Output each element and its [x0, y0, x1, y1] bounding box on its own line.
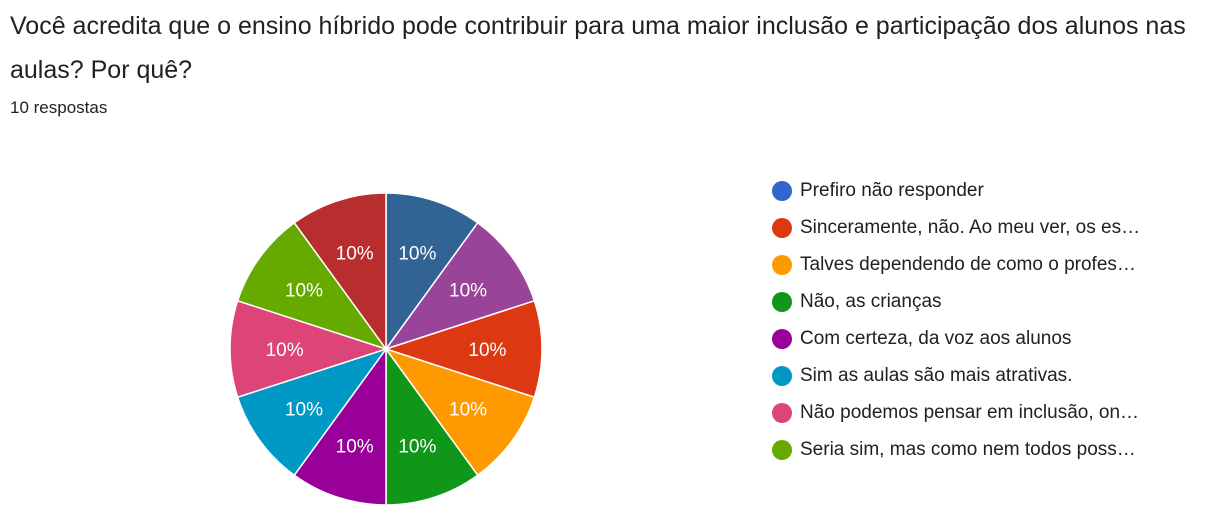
- question-title: Você acredita que o ensino híbrido pode …: [10, 12, 1186, 84]
- pie-slice[interactable]: [236, 221, 388, 351]
- pie-slice[interactable]: [236, 347, 388, 477]
- legend-label: Sim as aulas são mais atrativas.: [800, 365, 1073, 386]
- legend-label: Sinceramente, não. Ao meu ver, os es…: [800, 217, 1141, 238]
- slice-percent-label: 10%: [336, 244, 374, 265]
- legend-swatch-icon: [772, 292, 792, 312]
- legend-item[interactable]: Prefiro não responder: [772, 176, 1140, 206]
- legend-item[interactable]: Talves dependendo de como o profes…: [772, 250, 1140, 280]
- pie-slice[interactable]: [229, 299, 389, 399]
- slice-percent-label: 10%: [285, 280, 323, 301]
- legend-swatch-icon: [772, 181, 792, 201]
- legend-label: Talves dependendo de como o profes…: [800, 254, 1136, 275]
- legend-label: Com certeza, da voz aos alunos: [800, 328, 1072, 349]
- legend-swatch-icon: [772, 366, 792, 386]
- chart-legend: Prefiro não responder Sinceramente, não.…: [772, 176, 1140, 472]
- slice-percent-label: 10%: [468, 340, 506, 361]
- slice-percent-label: 10%: [398, 436, 436, 457]
- slice-percent-label: 10%: [285, 400, 323, 421]
- legend-label: Não, as crianças: [800, 291, 942, 312]
- legend-item[interactable]: Seria sim, mas como nem todos poss…: [772, 435, 1140, 465]
- legend-swatch-icon: [772, 218, 792, 238]
- pie-slice[interactable]: [384, 347, 536, 477]
- pie-slice[interactable]: [293, 192, 387, 352]
- legend-swatch-icon: [772, 440, 792, 460]
- legend-label: Não podemos pensar em inclusão, on…: [800, 402, 1140, 423]
- slice-percent-label: 10%: [336, 436, 374, 457]
- slice-percent-label: 10%: [266, 340, 304, 361]
- response-count: 10 respostas: [10, 98, 108, 117]
- legend-item[interactable]: Não, as crianças: [772, 287, 1140, 317]
- legend-item[interactable]: Sim as aulas são mais atrativas.: [772, 361, 1140, 391]
- legend-swatch-icon: [772, 403, 792, 423]
- pie-slice[interactable]: [383, 299, 543, 399]
- legend-item[interactable]: Não podemos pensar em inclusão, on…: [772, 398, 1140, 428]
- slice-percent-label: 10%: [449, 280, 487, 301]
- legend-swatch-icon: [772, 255, 792, 275]
- legend-label: Prefiro não responder: [800, 180, 984, 201]
- legend-swatch-icon: [772, 329, 792, 349]
- pie-slice[interactable]: [385, 192, 479, 352]
- pie-slice[interactable]: [384, 221, 536, 351]
- legend-item[interactable]: Sinceramente, não. Ao meu ver, os es…: [772, 213, 1140, 243]
- pie-slice[interactable]: [293, 346, 387, 506]
- slice-percent-label: 10%: [398, 244, 436, 265]
- slice-percent-label: 10%: [449, 400, 487, 421]
- pie-slice[interactable]: [385, 346, 479, 506]
- legend-item[interactable]: Com certeza, da voz aos alunos: [772, 324, 1140, 354]
- legend-label: Seria sim, mas como nem todos poss…: [800, 439, 1136, 460]
